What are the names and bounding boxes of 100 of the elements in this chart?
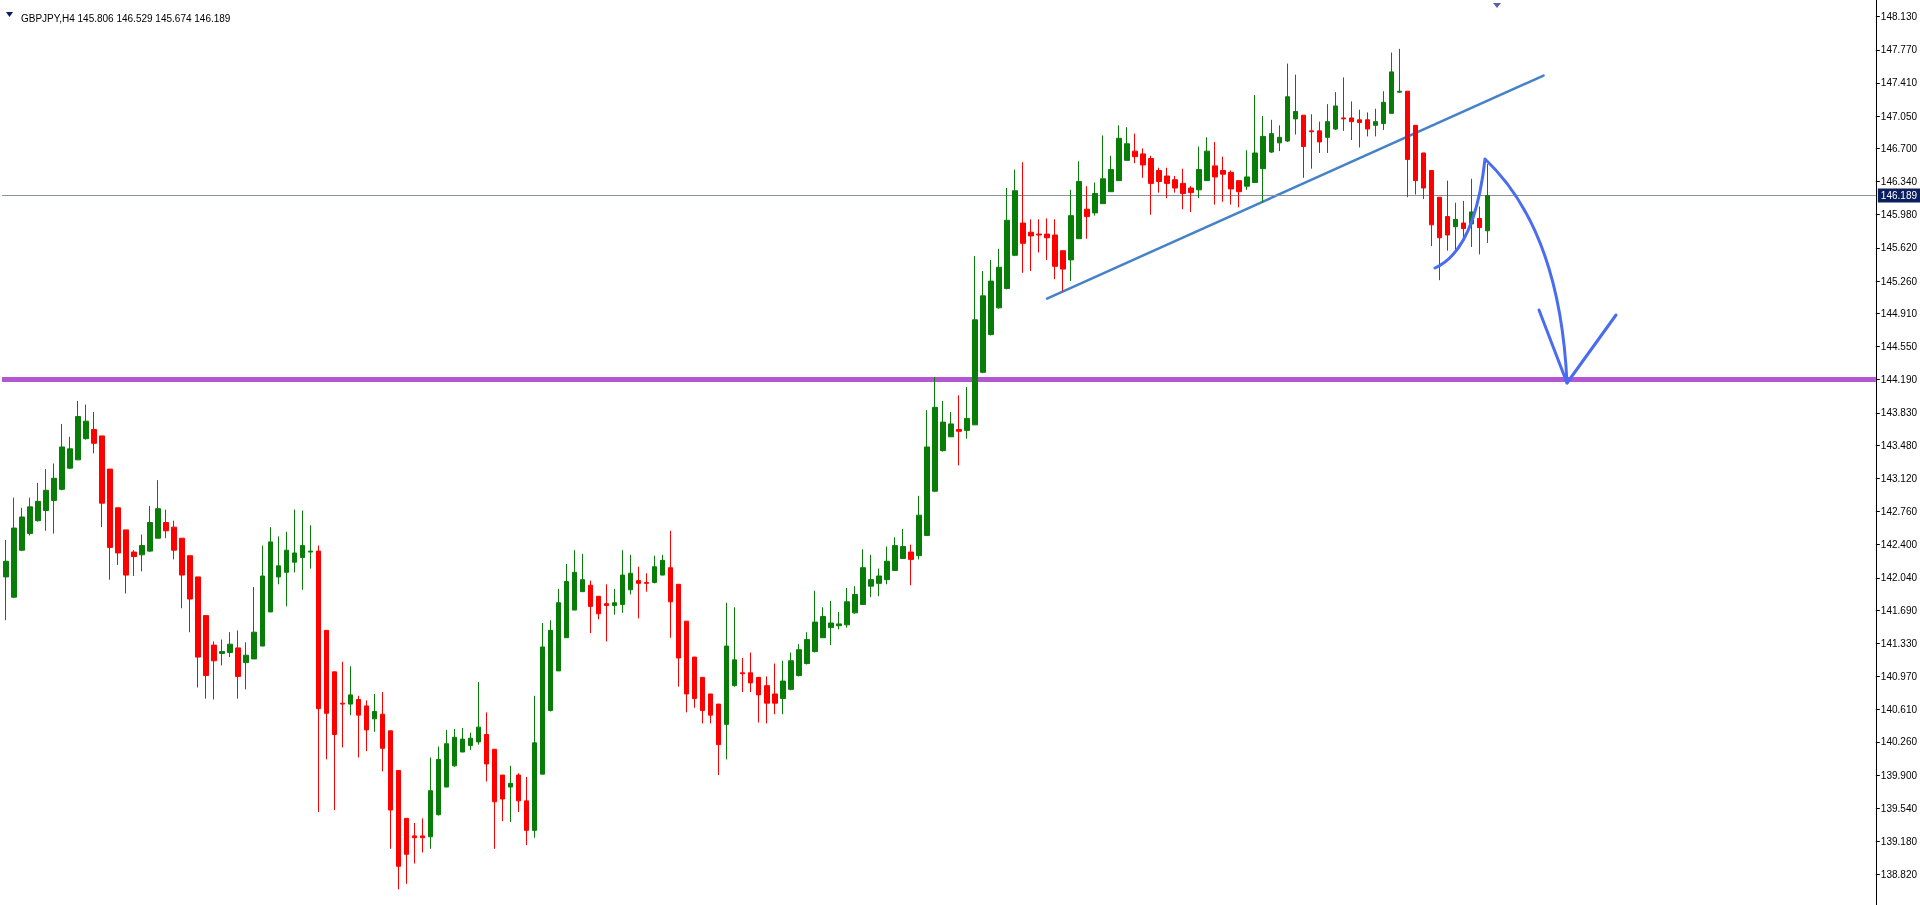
candlestick xyxy=(740,657,745,693)
candlestick xyxy=(1004,187,1010,290)
candlestick xyxy=(436,745,441,817)
candlestick xyxy=(1220,156,1226,203)
candlestick xyxy=(11,497,17,599)
candlestick xyxy=(1140,147,1146,179)
candlestick xyxy=(67,436,73,470)
candlestick xyxy=(1020,161,1026,274)
candlestick xyxy=(852,585,858,615)
candlestick xyxy=(1453,202,1458,252)
candlestick xyxy=(1076,160,1082,240)
candlestick xyxy=(1277,124,1282,152)
candlestick xyxy=(3,539,9,621)
y-tick-label: 145.620 xyxy=(1880,242,1918,254)
y-tick-label: 147.770 xyxy=(1880,44,1918,56)
candlestick xyxy=(836,611,842,630)
candlestick xyxy=(1116,124,1122,182)
y-tick-label: 139.540 xyxy=(1880,802,1918,814)
candlestick xyxy=(99,435,105,528)
candlestick xyxy=(1309,113,1314,170)
candlestick xyxy=(516,772,521,813)
candlestick xyxy=(1052,218,1058,280)
candlestick xyxy=(892,536,898,571)
candlestick xyxy=(1028,218,1034,272)
y-tick-label: 143.480 xyxy=(1880,439,1918,451)
candlestick xyxy=(500,774,505,822)
candlestick xyxy=(940,400,946,453)
candlestick xyxy=(972,255,978,426)
candlestick xyxy=(1429,169,1434,247)
candlestick xyxy=(364,699,369,752)
candlestick xyxy=(251,586,257,660)
candlestick xyxy=(868,554,874,598)
candlestick xyxy=(91,411,97,454)
candlestick xyxy=(1381,90,1386,131)
candlestick xyxy=(340,661,345,748)
candlestick xyxy=(628,554,633,595)
candlestick xyxy=(796,643,802,677)
candlestick xyxy=(1132,133,1138,164)
candlestick xyxy=(300,510,305,591)
candlestick xyxy=(308,524,313,570)
candlestick xyxy=(492,748,497,850)
candlestick xyxy=(828,600,834,646)
candlestick xyxy=(884,546,890,585)
y-tick-label: 142.760 xyxy=(1880,505,1918,517)
candlestick xyxy=(908,544,914,586)
candlestick xyxy=(580,553,585,593)
candlestick xyxy=(324,629,329,760)
candlestick xyxy=(564,563,569,639)
candlestick xyxy=(716,703,721,776)
candlestick xyxy=(1325,103,1330,154)
candlestick xyxy=(1212,141,1218,206)
candlestick xyxy=(1036,218,1042,254)
y-tick-label: 139.900 xyxy=(1880,769,1918,781)
candlestick xyxy=(1172,175,1178,194)
candlestick xyxy=(700,676,705,724)
candlestick xyxy=(932,376,938,493)
candlestick xyxy=(195,576,201,689)
candlestick xyxy=(1244,149,1250,191)
candlestick xyxy=(692,656,697,709)
candlestick xyxy=(51,463,57,535)
candlestick xyxy=(668,530,673,639)
candlestick xyxy=(27,497,33,536)
candlestick xyxy=(1084,185,1090,240)
candlestick xyxy=(724,602,729,760)
candlestick xyxy=(348,665,353,716)
candlestick xyxy=(1156,167,1162,194)
candlestick xyxy=(524,776,529,846)
candlestick xyxy=(1148,155,1154,216)
y-tick-label: 144.550 xyxy=(1880,341,1918,353)
text: GBPJPY,H4 145.806 146.529 145.674 146.189 xyxy=(21,12,231,24)
candlestick xyxy=(1365,111,1370,137)
candlestick xyxy=(652,555,657,584)
candlestick xyxy=(460,727,465,753)
candlestick xyxy=(1012,169,1018,257)
candlestick xyxy=(444,729,449,788)
candlestick xyxy=(1100,134,1106,205)
candlestick xyxy=(35,482,41,523)
candlestick xyxy=(1421,152,1426,200)
y-tick-label: 143.120 xyxy=(1880,472,1918,484)
candlestick xyxy=(1269,119,1274,154)
candlestick xyxy=(956,394,962,466)
candlestick xyxy=(1389,52,1394,114)
candlestick xyxy=(1301,114,1306,179)
candlestick xyxy=(1196,146,1202,199)
candlestick xyxy=(59,423,65,491)
candlestick xyxy=(748,651,753,693)
candlestick xyxy=(219,639,225,666)
candlestick xyxy=(163,509,169,539)
candlestick xyxy=(604,583,609,642)
y-tick-label: 147.410 xyxy=(1880,77,1918,89)
candlestick xyxy=(316,545,321,813)
candlestick xyxy=(572,549,577,611)
candlestick xyxy=(476,681,481,746)
candlestick xyxy=(211,640,217,700)
ref-line-label: 146.189 xyxy=(1880,189,1918,201)
candlestick xyxy=(1204,136,1210,182)
candlestick xyxy=(980,270,986,374)
candlestick xyxy=(924,409,930,536)
candlestick xyxy=(1124,126,1130,161)
candlestick xyxy=(860,548,866,606)
